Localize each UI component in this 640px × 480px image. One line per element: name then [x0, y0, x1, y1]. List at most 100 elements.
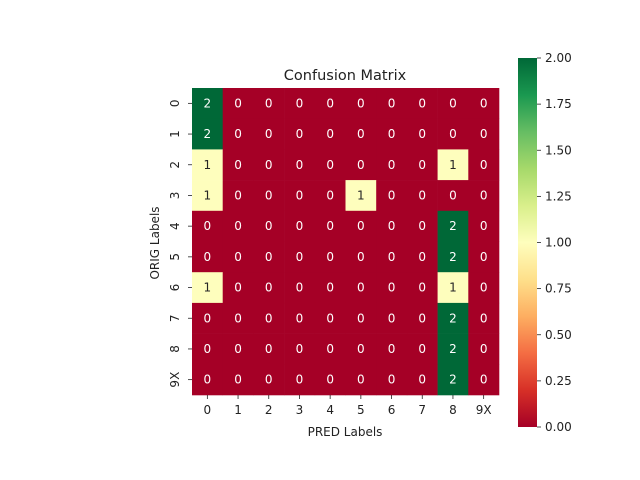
- heatmap-cell: [406, 210, 438, 242]
- cell-value-label: 0: [357, 281, 365, 295]
- heatmap-cell: [376, 272, 408, 304]
- heatmap-cell: [376, 241, 408, 273]
- heatmap-cell: [253, 149, 285, 181]
- heatmap-cell: [222, 210, 254, 242]
- colorbar-ticks: 0.00 0.25 0.50 0.75 1.00 1.25 1.50 1.75 2.00: [537, 51, 572, 434]
- cell-value-label: 1: [204, 188, 212, 202]
- heatmap-cell: [314, 210, 346, 242]
- heatmap-cell: [406, 149, 438, 181]
- y-tick-label: 0: [168, 100, 182, 108]
- heatmap-cell: [376, 302, 408, 334]
- heatmap-cell: [192, 364, 223, 396]
- cell-value-label: 0: [418, 188, 426, 202]
- cell-value-label: 0: [204, 219, 212, 233]
- heatmap-cell: [192, 180, 223, 212]
- cell-value-label: 0: [388, 158, 396, 172]
- cell-value-label: 0: [265, 281, 273, 295]
- x-tick-label: 1: [234, 403, 242, 417]
- heatmap-cell: [253, 302, 285, 334]
- cell-value-label: 0: [480, 158, 488, 172]
- heatmap-cell: [253, 180, 285, 212]
- cell-value-label: 0: [265, 127, 273, 141]
- cell-value-label: 0: [418, 158, 426, 172]
- cell-value-label: 0: [296, 219, 304, 233]
- cell-value-label: 0: [418, 96, 426, 110]
- y-tick-label: 9X: [168, 372, 182, 388]
- heatmap-cell: [314, 241, 346, 273]
- cell-value-label: 0: [204, 373, 212, 387]
- cell-value-label: 0: [265, 250, 273, 264]
- heatmap-cell: [222, 149, 254, 181]
- cell-value-label: 0: [265, 311, 273, 325]
- heatmap-cell: [468, 118, 500, 150]
- cell-value-label: 0: [357, 250, 365, 264]
- heatmap-cell: [406, 302, 438, 334]
- heatmap-cell: [314, 364, 346, 396]
- heatmap-cell: [284, 302, 316, 334]
- cell-value-label: 2: [449, 219, 457, 233]
- cell-value-label: 0: [326, 96, 334, 110]
- heatmap-cell: [345, 302, 377, 334]
- heatmap-cell: [406, 272, 438, 304]
- colorbar-tick-label: 2.00: [545, 51, 572, 65]
- heatmap-cell: [406, 180, 438, 212]
- cell-value-label: 0: [326, 127, 334, 141]
- cell-value-label: 0: [480, 342, 488, 356]
- cell-value-label: 0: [326, 373, 334, 387]
- y-tick-label: 2: [168, 161, 182, 169]
- cell-value-label: 0: [296, 281, 304, 295]
- cell-value-label: 0: [265, 158, 273, 172]
- cell-value-label: 0: [388, 373, 396, 387]
- heatmap-cell: [314, 302, 346, 334]
- cell-value-label: 0: [480, 96, 488, 110]
- x-tick-label: 9X: [476, 403, 492, 417]
- cell-value-label: 0: [265, 373, 273, 387]
- heatmap-cell: [437, 302, 469, 334]
- x-tick-label: 5: [357, 403, 365, 417]
- cell-value-label: 0: [234, 96, 242, 110]
- heatmap-cell: [253, 210, 285, 242]
- heatmap-cell: [314, 88, 346, 119]
- cell-value-label: 0: [296, 311, 304, 325]
- heatmap-cell: [284, 241, 316, 273]
- cell-value-label: 0: [296, 96, 304, 110]
- heatmap-cell: [192, 118, 223, 150]
- x-tick-label: 7: [418, 403, 426, 417]
- cell-value-label: 2: [449, 373, 457, 387]
- heatmap-cell: [345, 241, 377, 273]
- heatmap-cell: [222, 180, 254, 212]
- cell-value-label: 0: [265, 188, 273, 202]
- y-tick-label: 3: [168, 192, 182, 200]
- heatmap-cell: [406, 333, 438, 365]
- cell-value-label: 1: [204, 281, 212, 295]
- cell-value-label: 0: [480, 311, 488, 325]
- cell-value-label: 0: [418, 127, 426, 141]
- y-tick-label: 8: [168, 345, 182, 353]
- cell-value-label: 0: [234, 342, 242, 356]
- cell-value-label: 0: [418, 250, 426, 264]
- cell-value-label: 0: [326, 158, 334, 172]
- heatmap-cell: [437, 333, 469, 365]
- heatmap-cell: [376, 180, 408, 212]
- cell-value-label: 0: [480, 219, 488, 233]
- x-axis-ticks: 0 1 2 3 4 5 6 7 8 9X: [204, 395, 492, 417]
- heatmap-cell: [376, 333, 408, 365]
- cell-value-label: 0: [480, 127, 488, 141]
- cell-value-label: 0: [418, 311, 426, 325]
- heatmap-cell: [222, 364, 254, 396]
- heatmap-cell: [222, 333, 254, 365]
- cell-value-label: 0: [388, 96, 396, 110]
- cell-value-label: 0: [418, 342, 426, 356]
- colorbar: [518, 58, 537, 427]
- heatmap-cell: [314, 149, 346, 181]
- cell-value-label: 0: [296, 158, 304, 172]
- heatmap-cell: [406, 88, 438, 119]
- y-axis-ticks: 0 1 2 3 4 5 6 7 8 9X: [168, 100, 192, 388]
- heatmap-cell: [437, 118, 469, 150]
- cell-value-label: 0: [204, 311, 212, 325]
- heatmap-cell: [345, 272, 377, 304]
- cell-value-label: 0: [388, 342, 396, 356]
- heatmap-cell: [192, 333, 223, 365]
- colorbar-tick-label: 0.75: [545, 282, 572, 296]
- cell-value-label: 0: [449, 188, 457, 202]
